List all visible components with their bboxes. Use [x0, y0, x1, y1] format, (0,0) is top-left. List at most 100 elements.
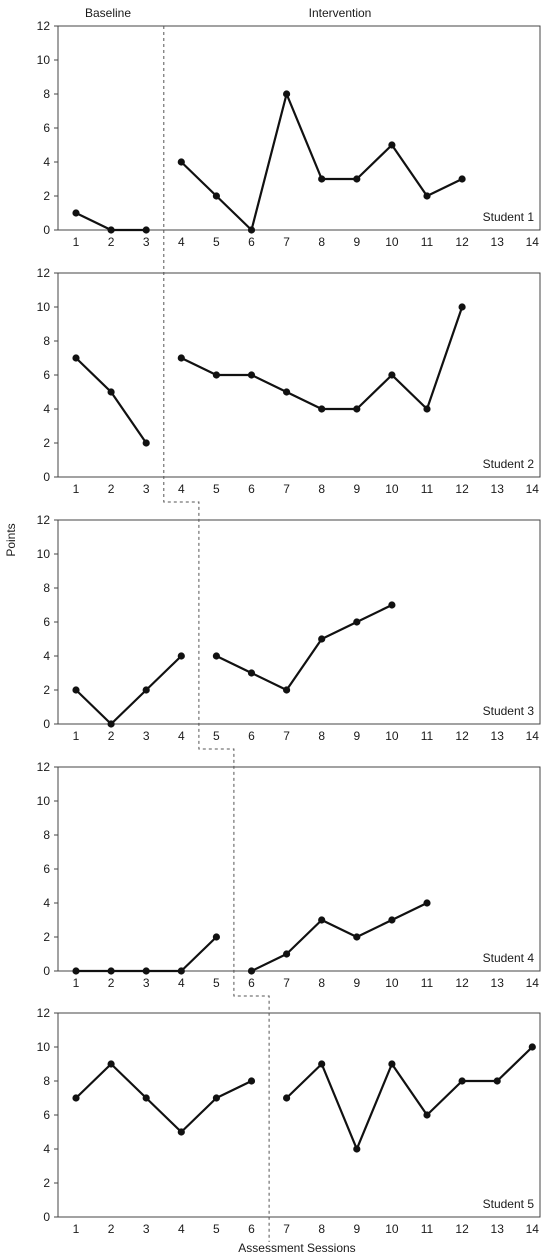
- x-tick-label: 13: [491, 976, 505, 990]
- y-tick-label: 12: [37, 19, 51, 33]
- y-tick-label: 4: [43, 402, 50, 416]
- x-tick-label: 14: [526, 235, 540, 249]
- x-tick-label: 14: [526, 976, 540, 990]
- y-tick-label: 0: [43, 717, 50, 731]
- data-point: [142, 439, 150, 447]
- y-tick-label: 10: [37, 794, 51, 808]
- x-tick-label: 10: [385, 482, 399, 496]
- x-tick-label: 4: [178, 1222, 185, 1236]
- data-point: [247, 226, 256, 234]
- data-point: [247, 1077, 256, 1085]
- y-tick-label: 8: [43, 581, 50, 595]
- data-point: [528, 1043, 536, 1051]
- data-point: [493, 1077, 501, 1085]
- x-tick-label: 8: [318, 482, 325, 496]
- data-point: [458, 303, 466, 311]
- x-tick-label: 8: [318, 235, 325, 249]
- x-tick-label: 12: [455, 1222, 469, 1236]
- baseline-phase-label: Baseline: [85, 6, 131, 20]
- baseline-series-line: [76, 936, 218, 973]
- x-tick-label: 10: [385, 729, 399, 743]
- x-tick-label: 7: [283, 976, 290, 990]
- x-tick-label: 7: [283, 235, 290, 249]
- x-tick-label: 3: [143, 976, 150, 990]
- data-point: [283, 90, 291, 98]
- x-tick-label: 13: [491, 235, 505, 249]
- data-point: [318, 635, 326, 643]
- data-point: [247, 669, 256, 677]
- student-label: Student 5: [483, 1197, 535, 1211]
- x-tick-label: 2: [108, 1222, 115, 1236]
- y-tick-label: 4: [43, 1142, 50, 1156]
- data-point: [177, 158, 185, 166]
- x-tick-label: 6: [248, 482, 255, 496]
- y-tick-label: 10: [37, 1040, 51, 1054]
- y-tick-label: 0: [43, 470, 50, 484]
- x-tick-label: 8: [318, 976, 325, 990]
- data-point: [423, 1111, 431, 1119]
- x-tick-label: 5: [213, 482, 220, 496]
- x-tick-label: 4: [178, 729, 185, 743]
- data-point: [318, 916, 326, 924]
- x-tick-label: 12: [455, 482, 469, 496]
- x-tick-label: 6: [248, 235, 255, 249]
- y-tick-label: 6: [43, 1108, 50, 1122]
- baseline-series-line: [75, 1062, 252, 1134]
- y-tick-label: 4: [43, 649, 50, 663]
- data-point: [212, 192, 220, 200]
- intervention-series-line: [180, 306, 464, 411]
- intervention-series-line: [215, 604, 393, 692]
- data-point: [283, 1094, 291, 1102]
- intervention-series-line: [285, 1046, 534, 1151]
- data-point: [142, 1094, 150, 1102]
- x-tick-label: 5: [213, 235, 220, 249]
- data-point: [388, 141, 396, 149]
- x-tick-label: 9: [353, 235, 360, 249]
- intervention-series-line: [180, 92, 463, 232]
- y-tick-label: 6: [43, 615, 50, 629]
- x-tick-label: 6: [248, 976, 255, 990]
- data-point: [72, 354, 80, 362]
- x-tick-label: 12: [455, 976, 469, 990]
- y-tick-label: 2: [43, 683, 50, 697]
- data-point: [177, 652, 185, 660]
- data-point: [107, 1060, 115, 1068]
- x-tick-label: 13: [491, 1222, 505, 1236]
- x-tick-label: 13: [491, 729, 505, 743]
- y-tick-label: 0: [43, 223, 50, 237]
- x-tick-label: 12: [455, 729, 469, 743]
- x-tick-label: 2: [108, 235, 115, 249]
- student-label: Student 3: [483, 704, 535, 718]
- panel-frame: [57, 1012, 541, 1218]
- y-tick-label: 2: [43, 189, 50, 203]
- data-point: [107, 967, 115, 975]
- x-tick-label: 3: [143, 235, 150, 249]
- data-point: [388, 1060, 396, 1068]
- x-tick-label: 11: [421, 729, 434, 743]
- x-tick-label: 11: [421, 976, 434, 990]
- y-tick-label: 2: [43, 436, 50, 450]
- data-point: [388, 916, 396, 924]
- data-point: [458, 175, 466, 183]
- panel-frame: [57, 519, 541, 725]
- y-tick-label: 0: [43, 1210, 50, 1224]
- data-point: [318, 1060, 326, 1068]
- x-tick-label: 14: [526, 1222, 540, 1236]
- student-label: Student 4: [483, 951, 535, 965]
- data-point: [247, 967, 256, 975]
- y-tick-label: 12: [37, 760, 51, 774]
- x-tick-label: 2: [108, 729, 115, 743]
- x-tick-label: 7: [283, 482, 290, 496]
- y-tick-label: 12: [37, 266, 51, 280]
- data-point: [283, 388, 291, 396]
- intervention-phase-label: Intervention: [309, 6, 372, 20]
- data-point: [212, 933, 220, 941]
- data-point: [458, 1077, 466, 1085]
- x-tick-label: 5: [213, 1222, 220, 1236]
- x-tick-label: 9: [353, 482, 360, 496]
- x-tick-label: 10: [385, 976, 399, 990]
